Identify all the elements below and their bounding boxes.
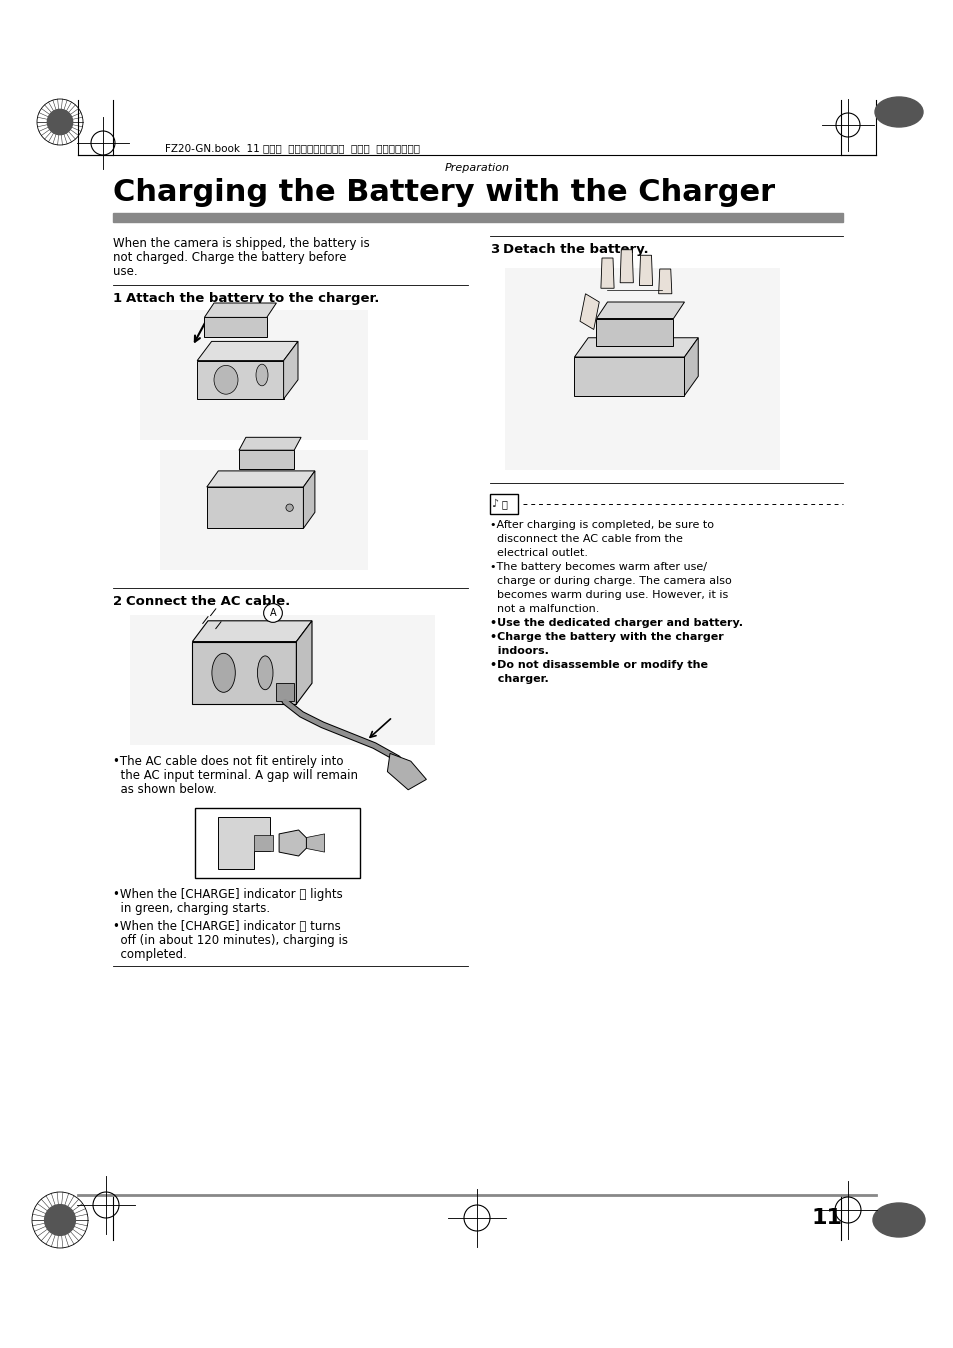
Polygon shape (387, 754, 426, 790)
Text: •Charge the battery with the charger: •Charge the battery with the charger (490, 632, 723, 642)
Polygon shape (197, 361, 283, 399)
Text: charge or during charge. The camera also: charge or during charge. The camera also (490, 576, 731, 586)
Polygon shape (207, 470, 314, 487)
Text: 3: 3 (490, 243, 498, 256)
Text: •The AC cable does not fit entirely into: •The AC cable does not fit entirely into (112, 755, 343, 768)
Polygon shape (296, 621, 312, 704)
Text: indoors.: indoors. (490, 646, 548, 656)
Polygon shape (279, 830, 306, 856)
Text: 1: 1 (112, 293, 122, 305)
Polygon shape (684, 338, 698, 395)
Text: •After charging is completed, be sure to: •After charging is completed, be sure to (490, 520, 713, 530)
Bar (112, 213, 842, 222)
Circle shape (48, 109, 72, 135)
Polygon shape (193, 642, 296, 704)
Bar (490, 493, 517, 514)
Text: •Use the dedicated charger and battery.: •Use the dedicated charger and battery. (490, 617, 742, 628)
Circle shape (45, 1205, 75, 1235)
Text: as shown below.: as shown below. (112, 783, 216, 797)
Text: FZ20-GN.book  11 ページ  ２００４年８月９日  月曜日  午後５晎５１分: FZ20-GN.book 11 ページ ２００４年８月９日 月曜日 午後５晎５１… (165, 143, 419, 154)
Ellipse shape (872, 1202, 924, 1237)
Text: 2: 2 (112, 594, 122, 608)
Text: 11: 11 (811, 1208, 842, 1228)
Polygon shape (658, 270, 671, 294)
Polygon shape (574, 357, 684, 395)
Text: the AC input terminal. A gap will remain: the AC input terminal. A gap will remain (112, 768, 357, 782)
Ellipse shape (255, 364, 268, 386)
Bar (160, 450, 368, 570)
Ellipse shape (213, 365, 237, 394)
Text: •When the [CHARGE] indicator Ⓐ lights: •When the [CHARGE] indicator Ⓐ lights (112, 888, 342, 900)
Polygon shape (639, 255, 652, 286)
Polygon shape (197, 341, 297, 361)
Polygon shape (596, 318, 673, 346)
Text: becomes warm during use. However, it is: becomes warm during use. However, it is (490, 590, 727, 600)
Polygon shape (218, 817, 270, 869)
Text: disconnect the AC cable from the: disconnect the AC cable from the (490, 534, 682, 545)
Text: ♪: ♪ (491, 499, 498, 510)
Polygon shape (275, 683, 294, 701)
Text: in green, charging starts.: in green, charging starts. (112, 902, 270, 915)
Polygon shape (596, 302, 684, 318)
Polygon shape (239, 450, 294, 469)
Polygon shape (619, 249, 633, 283)
Text: When the camera is shipped, the battery is: When the camera is shipped, the battery … (112, 237, 370, 249)
Text: not charged. Charge the battery before: not charged. Charge the battery before (112, 251, 346, 264)
Polygon shape (303, 470, 314, 528)
Polygon shape (305, 834, 324, 852)
Bar (504, 268, 780, 470)
Text: Ⓐ: Ⓐ (500, 499, 506, 510)
Circle shape (263, 604, 282, 623)
Polygon shape (600, 257, 614, 288)
Text: •Do not disassemble or modify the: •Do not disassemble or modify the (490, 661, 707, 670)
Text: •When the [CHARGE] indicator Ⓐ turns: •When the [CHARGE] indicator Ⓐ turns (112, 919, 340, 933)
Bar (140, 310, 368, 439)
Text: use.: use. (112, 266, 137, 278)
Text: completed.: completed. (112, 948, 187, 961)
Text: not a malfunction.: not a malfunction. (490, 604, 598, 613)
Text: •The battery becomes warm after use/: •The battery becomes warm after use/ (490, 562, 706, 572)
Circle shape (286, 504, 293, 511)
Text: Attach the battery to the charger.: Attach the battery to the charger. (126, 293, 379, 305)
Polygon shape (254, 836, 273, 851)
Polygon shape (204, 303, 276, 317)
Bar (130, 615, 435, 745)
Text: charger.: charger. (490, 674, 548, 683)
Polygon shape (283, 341, 297, 399)
Polygon shape (579, 294, 598, 329)
Polygon shape (574, 338, 698, 357)
Bar (194, 807, 359, 878)
Text: electrical outlet.: electrical outlet. (490, 549, 587, 558)
Ellipse shape (257, 656, 273, 690)
Polygon shape (239, 437, 301, 450)
Text: Charging the Battery with the Charger: Charging the Battery with the Charger (112, 178, 774, 208)
Text: Connect the AC cable.: Connect the AC cable. (126, 594, 290, 608)
Polygon shape (193, 621, 312, 642)
Text: A: A (270, 608, 276, 617)
Text: off (in about 120 minutes), charging is: off (in about 120 minutes), charging is (112, 934, 348, 948)
Polygon shape (204, 317, 267, 337)
Polygon shape (207, 487, 303, 528)
Text: Preparation: Preparation (444, 163, 509, 173)
Text: Detach the battery.: Detach the battery. (502, 243, 648, 256)
Ellipse shape (212, 654, 235, 693)
Ellipse shape (874, 97, 923, 127)
